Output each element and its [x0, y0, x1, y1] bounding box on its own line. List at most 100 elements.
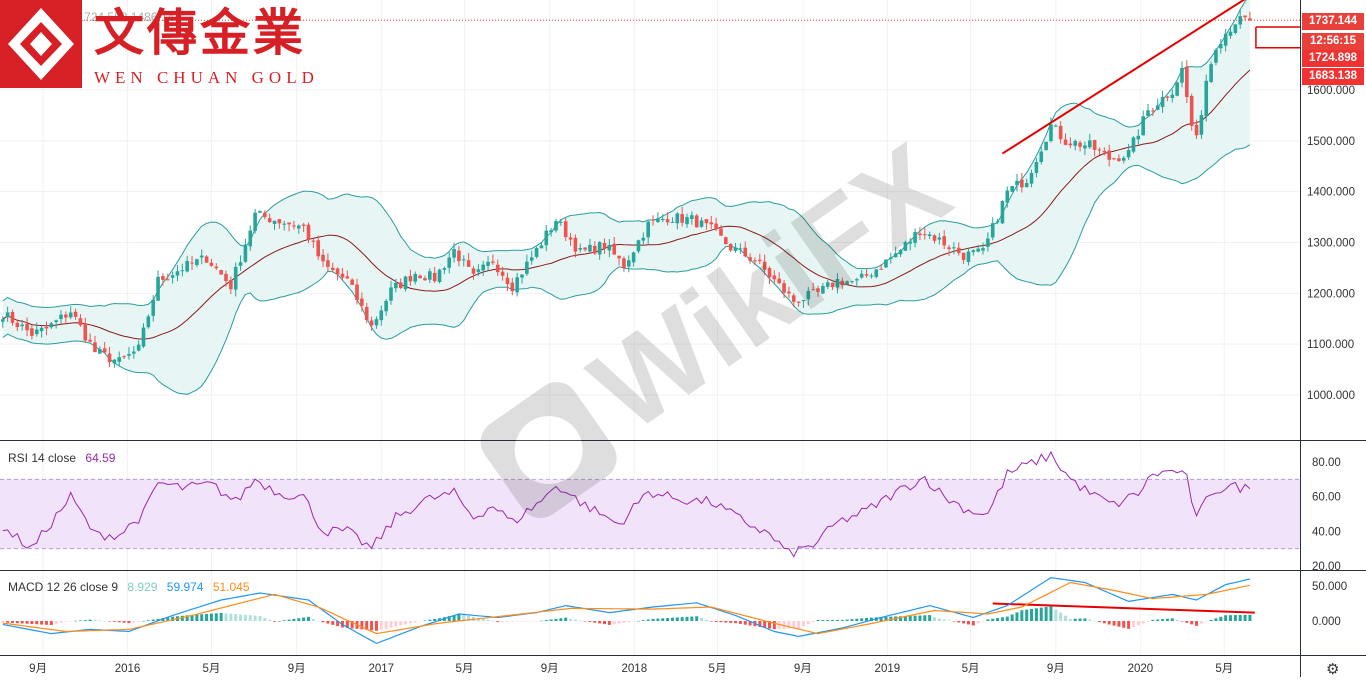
candle-body	[452, 249, 456, 258]
candle-body	[248, 230, 253, 247]
candle-body	[1083, 145, 1087, 149]
bollinger-upper-line	[2, 0, 1247, 309]
macd-histogram-bar	[268, 619, 272, 621]
macd-histogram-bar	[1039, 607, 1043, 621]
macd-histogram-bar	[142, 620, 146, 622]
rsi-tick-label: 80.00	[1312, 457, 1341, 469]
macd-histogram-bar	[1059, 612, 1063, 621]
candle-body	[986, 238, 990, 247]
candle-body	[893, 253, 898, 258]
macd-histogram-bar	[530, 621, 534, 622]
rsi-tick-label: 40.00	[1312, 526, 1341, 538]
candle-body	[932, 235, 937, 241]
macd-histogram-bar	[1165, 618, 1169, 621]
candle-body	[209, 262, 214, 266]
candle-body	[296, 225, 301, 229]
candle-body	[360, 298, 364, 306]
macd-histogram-bar	[253, 615, 257, 621]
macd-histogram-bar	[763, 621, 767, 628]
candle-body	[403, 276, 408, 290]
candle-body	[39, 327, 44, 332]
candle-body	[364, 306, 369, 321]
macd-histogram-bar	[632, 621, 636, 622]
candle-body	[1049, 124, 1053, 142]
macd-histogram-bar	[263, 617, 267, 621]
macd-histogram-bar	[146, 620, 150, 621]
candle-body	[898, 250, 903, 255]
candle-body	[374, 319, 379, 326]
candle-body	[995, 221, 1000, 223]
macd-histogram-bar	[549, 619, 553, 621]
candle-body	[1000, 200, 1005, 224]
macd-histogram-bar	[1204, 621, 1208, 622]
macd-histogram-bar	[35, 621, 39, 625]
macd-histogram-bar	[40, 621, 44, 625]
candles-layer	[0, 9, 1252, 368]
macd-histogram-bar	[1190, 621, 1194, 625]
candle-body	[1058, 125, 1063, 140]
candle-body	[461, 259, 466, 261]
candle-body	[330, 267, 335, 270]
candle-body	[855, 279, 859, 281]
macd-histogram-bar	[612, 621, 616, 625]
time-tick-label: 2016	[115, 663, 141, 675]
candle-body	[165, 279, 170, 281]
macd-histogram-bar	[239, 614, 243, 621]
candle-body	[515, 277, 519, 293]
candle-body	[1189, 96, 1194, 126]
candle-body	[413, 274, 418, 282]
macd-histogram-bar	[428, 619, 432, 621]
macd-histogram-bar	[801, 621, 805, 627]
macd-histogram-bar	[1107, 621, 1111, 625]
candle-body	[335, 268, 340, 275]
macd-histogram-bar	[845, 619, 849, 621]
macd-histogram-bar	[209, 613, 213, 621]
macd-histogram-bar	[302, 617, 306, 621]
candle-body	[782, 283, 786, 293]
candle-body	[267, 218, 272, 223]
time-tick-label: 9月	[288, 663, 306, 675]
candle-body	[481, 264, 485, 271]
macd-histogram-bar	[248, 615, 252, 621]
macd-histogram-bar	[1238, 614, 1242, 621]
candle-body	[258, 211, 262, 213]
macd-tick-label: 0.000	[1312, 616, 1341, 628]
macd-histogram-bar	[151, 619, 155, 621]
macd-histogram-bar	[690, 616, 694, 621]
last-price-tag: 1737.144	[1302, 13, 1364, 30]
candle-body	[195, 259, 199, 266]
macd-histogram-bar	[78, 620, 82, 621]
macd-histogram-bar	[976, 621, 980, 624]
settings-gear-icon[interactable]: ⚙	[1326, 661, 1340, 678]
candle-body	[845, 281, 849, 285]
candle-body	[947, 247, 951, 250]
macd-histogram-bar	[1229, 615, 1233, 621]
candle-body	[204, 256, 209, 263]
candle-body	[214, 266, 219, 269]
macd-legend[interactable]: MACD 12 26 close 9 8.929 59.974 51.045	[8, 580, 256, 594]
candle-body	[952, 247, 956, 249]
candle-body	[122, 356, 126, 358]
macd-histogram-bar	[476, 617, 480, 621]
candle-body	[617, 255, 621, 259]
macd-histogram-bar	[413, 621, 417, 623]
macd-histogram-bar	[273, 621, 277, 622]
macd-histogram-bar	[122, 621, 126, 623]
candle-body	[733, 247, 738, 251]
candle-body	[442, 268, 447, 270]
candle-body	[670, 221, 675, 223]
macd-histogram-bar	[913, 615, 917, 621]
price-tick-label: 1400.000	[1307, 187, 1355, 199]
rsi-legend[interactable]: RSI 14 close 64.59	[8, 451, 121, 465]
macd-histogram-bar	[457, 614, 461, 621]
candle-body	[835, 279, 840, 288]
time-tick-label: 2019	[875, 663, 901, 675]
candle-body	[136, 344, 141, 351]
candle-body	[1233, 24, 1238, 33]
macd-histogram-bar	[1000, 617, 1004, 621]
macd-histogram-bar	[88, 619, 92, 621]
macd-histogram-bar	[539, 620, 543, 622]
rsi-value: 64.59	[85, 451, 116, 465]
